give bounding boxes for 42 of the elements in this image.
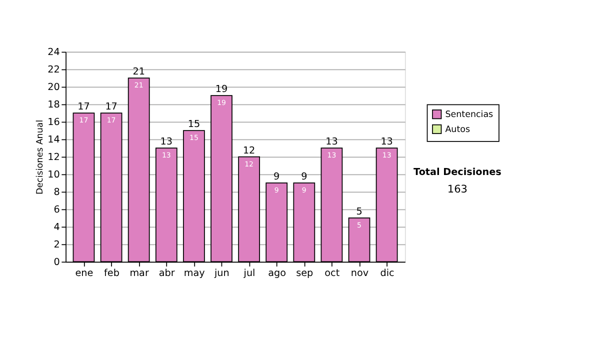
total-label: 9 [274, 171, 280, 182]
x-tick-label: sep [296, 268, 314, 280]
x-tick-label: may [184, 268, 206, 280]
y-tick-label: 16 [48, 116, 60, 128]
x-tick-label: mar [130, 268, 149, 280]
x-tick-label: oct [324, 268, 340, 280]
total-label: 13 [326, 136, 338, 148]
total-label: 15 [188, 119, 200, 130]
x-tick-label: ene [75, 268, 94, 280]
y-tick-label: 10 [48, 169, 60, 180]
y-tick-label: 6 [54, 204, 60, 216]
total-label: 21 [132, 66, 145, 78]
total-label: 5 [356, 206, 362, 218]
x-tick-label: jun [214, 268, 230, 280]
total-label: 9 [301, 171, 308, 182]
y-tick-label: 14 [48, 134, 60, 146]
legend-label: Sentencias [445, 110, 494, 120]
total-label: 17 [78, 102, 90, 113]
y-tick-label: 18 [48, 99, 60, 110]
x-tick-label: dic [380, 268, 394, 280]
total-label: 13 [160, 136, 173, 148]
y-tick-label: 2 [54, 239, 60, 250]
x-tick-label: nov [350, 268, 369, 280]
y-tick-label: 4 [54, 222, 60, 233]
y-tick-label: 12 [48, 152, 60, 163]
x-tick-label: abr [158, 268, 175, 280]
total-label: 17 [105, 102, 118, 113]
y-axis-title: Decisiones Anual [35, 120, 46, 195]
y-tick-label: 22 [48, 64, 60, 76]
total-label: 13 [380, 136, 393, 148]
x-tick-label: feb [104, 268, 120, 280]
total-label: 12 [242, 145, 256, 156]
total-label: 19 [215, 84, 228, 96]
legend-label: Autos [445, 124, 470, 135]
text: Total Decisiones [414, 167, 502, 178]
y-tick-label: 8 [54, 186, 60, 198]
y-tick-label: 0 [54, 256, 60, 268]
y-tick-label: 20 [48, 82, 60, 93]
x-tick-label: ago [268, 268, 286, 280]
text: 163 [447, 184, 468, 196]
y-tick-label: 24 [48, 46, 60, 58]
x-tick-label: jul [242, 268, 256, 280]
